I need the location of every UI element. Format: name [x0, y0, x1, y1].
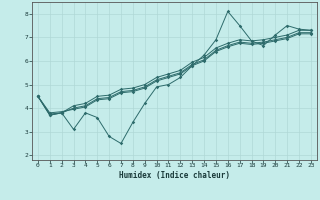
X-axis label: Humidex (Indice chaleur): Humidex (Indice chaleur): [119, 171, 230, 180]
